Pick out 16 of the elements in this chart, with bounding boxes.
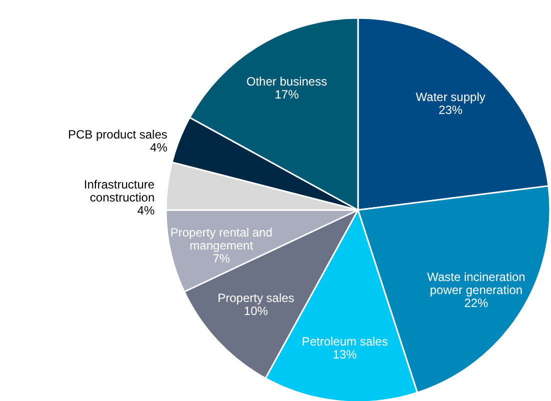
data-label: 4% — [137, 203, 155, 218]
slice-label: Property sales — [218, 290, 294, 305]
data-label: 17% — [274, 87, 300, 102]
data-label: 23% — [438, 102, 463, 117]
slice-label: Property rental and mangement — [170, 226, 272, 253]
slice-label: Other business — [246, 74, 328, 88]
data-label: 10% — [244, 304, 268, 318]
slice-label: Infrastructure construction — [84, 177, 155, 204]
data-label: 22% — [464, 296, 489, 310]
data-label: 7% — [212, 252, 230, 266]
slice-label: Water supply — [416, 90, 486, 104]
data-label: 13% — [332, 347, 358, 362]
slice-label: Waste incineration power generation — [427, 270, 526, 298]
slice-label: Petroleum sales — [302, 334, 388, 348]
data-label: 4% — [150, 140, 168, 155]
slice-label: PCB product sales — [68, 128, 168, 142]
